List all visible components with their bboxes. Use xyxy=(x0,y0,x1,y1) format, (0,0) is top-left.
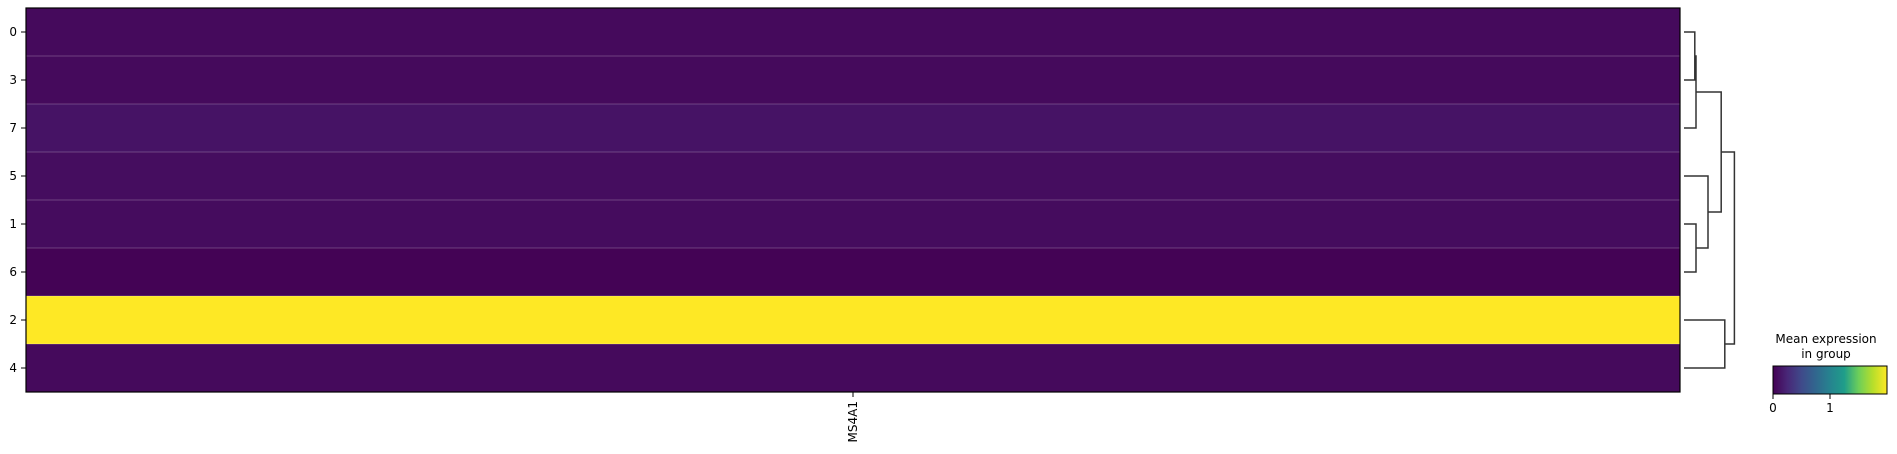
row-separators xyxy=(26,55,1680,345)
heatmap-cell-1-MS4A1 xyxy=(26,200,1680,248)
row-label-3: 3 xyxy=(9,73,17,87)
heatmap-cells xyxy=(26,8,1680,392)
column-label-MS4A1: MS4A1 xyxy=(846,401,860,442)
row-label-5: 5 xyxy=(9,169,17,183)
heatmap-cell-5-MS4A1 xyxy=(26,152,1680,200)
row-label-4: 4 xyxy=(9,361,17,375)
colorbar-gradient xyxy=(1772,365,1888,395)
row-axis: 0 3 7 5 1 6 2 4 xyxy=(9,25,26,375)
dendrogram xyxy=(1684,31,1736,369)
heatmap-cell-0-MS4A1 xyxy=(26,8,1680,56)
colorbar-title-line-2: in group xyxy=(1801,347,1851,361)
heatmap-cell-4-MS4A1 xyxy=(26,344,1680,392)
colorbar-tick-label: 1 xyxy=(1826,401,1834,415)
dendrogram-link xyxy=(1684,319,1726,369)
row-label-7: 7 xyxy=(9,121,17,135)
row-label-0: 0 xyxy=(9,25,17,39)
column-axis: MS4A1 xyxy=(846,392,860,442)
row-label-2: 2 xyxy=(9,313,17,327)
row-label-6: 6 xyxy=(9,265,17,279)
colorbar-tick-label: 0 xyxy=(1769,401,1777,415)
colorbar-title-line-1: Mean expression xyxy=(1775,332,1876,346)
heatmap-cell-3-MS4A1 xyxy=(26,56,1680,104)
heatmap-cell-6-MS4A1 xyxy=(26,248,1680,296)
row-label-1: 1 xyxy=(9,217,17,231)
dendrogram-link xyxy=(1684,31,1696,81)
heatmap-cell-2-MS4A1 xyxy=(26,296,1680,344)
dendrogram-link xyxy=(1684,223,1697,273)
dendrogram-link xyxy=(1721,151,1736,345)
heatmap-cell-7-MS4A1 xyxy=(26,104,1680,152)
